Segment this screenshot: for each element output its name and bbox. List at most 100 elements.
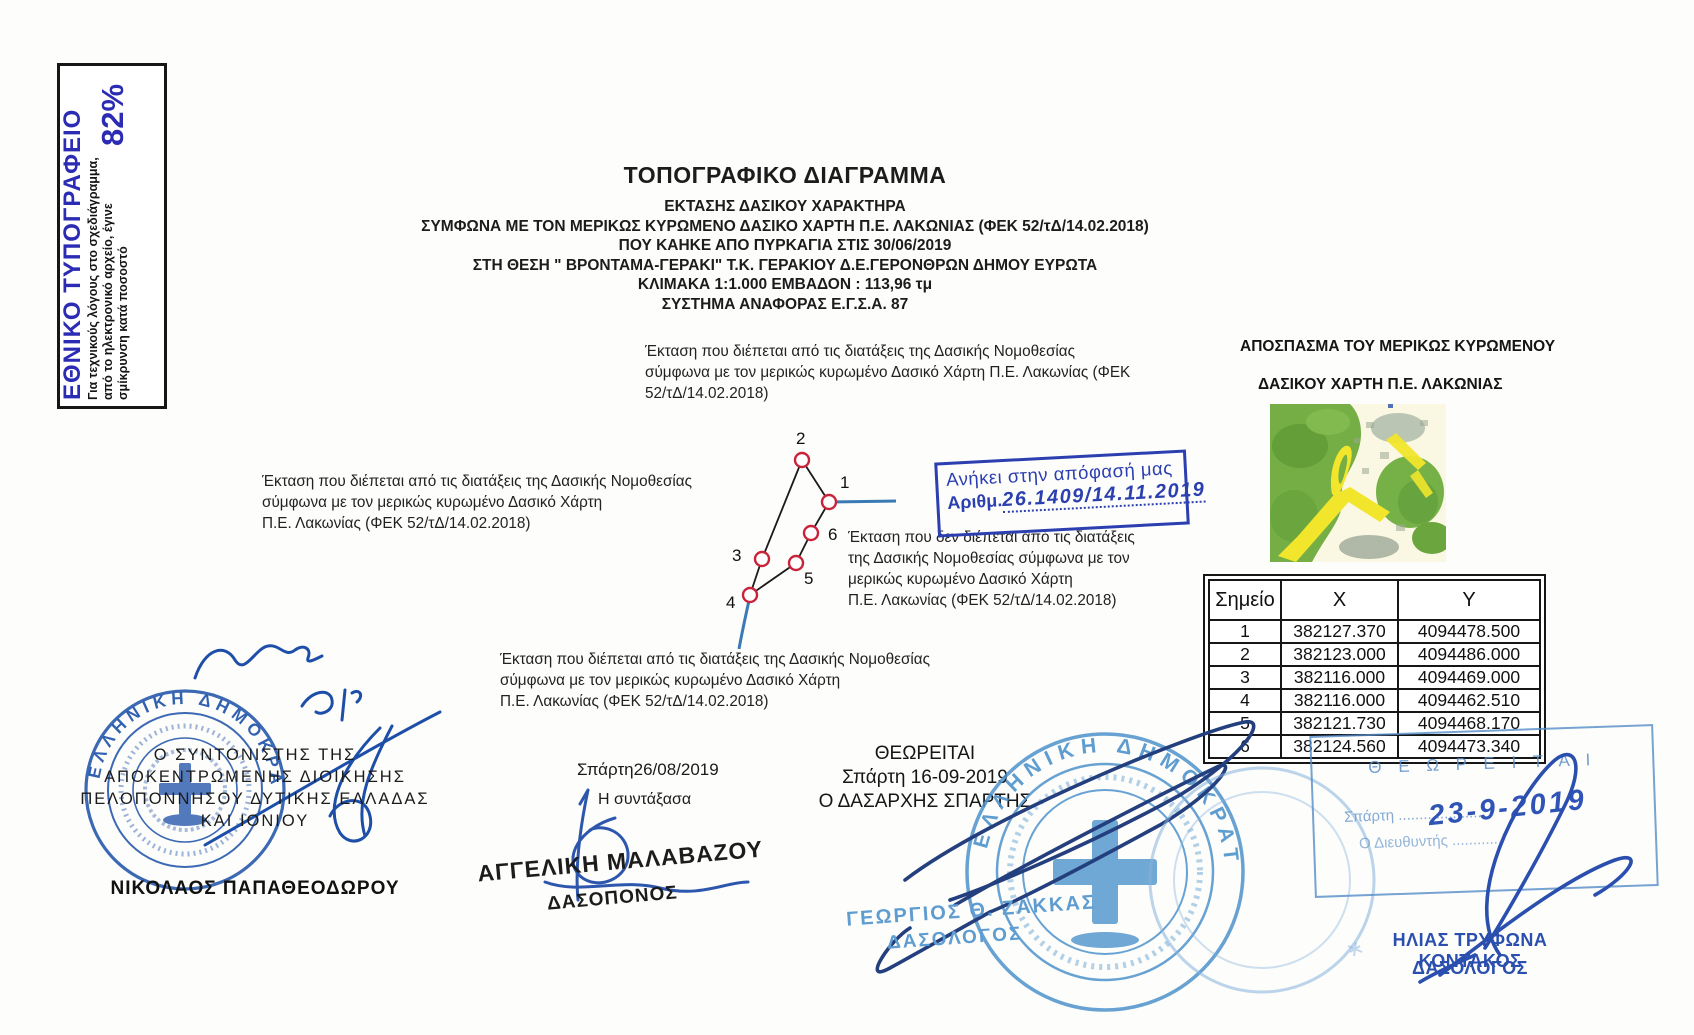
map-settlement-patch-south <box>1339 535 1399 559</box>
cell-x: 382121.730 <box>1280 711 1399 736</box>
annotation-top: Έκταση που διέπεται από τις διατάξεις τη… <box>645 343 1131 402</box>
excerpt-heading-2: ΔΑΣΙΚΟΥ ΧΑΡΤΗ Π.Ε. ΛΑΚΩΝΙΑΣ <box>1258 376 1503 393</box>
compiler-signature <box>543 788 750 902</box>
annotation-right: Έκταση που δεν διέπεται από τις διατάξει… <box>848 529 1135 609</box>
cell-x: 382116.000 <box>1280 688 1399 713</box>
vertex-label-4: 4 <box>726 593 735 612</box>
table-row: 4 382116.000 4094462.510 <box>1208 688 1541 713</box>
map-settlement-patch-north <box>1371 413 1425 443</box>
compiler-role: Η συντάξασα <box>598 791 692 808</box>
table-row: 6 382124.560 4094473.340 <box>1208 734 1541 759</box>
vertex-label-1: 1 <box>840 473 849 492</box>
map-road-yellow-center <box>1336 487 1390 522</box>
col-header-x: X <box>1280 579 1399 621</box>
approval-line-2: Σπάρτη 16-09-2019 <box>842 767 1008 788</box>
parcel-polygon-diagram: 1 2 3 4 5 6 <box>726 429 897 650</box>
vertex-label-2: 2 <box>796 429 805 448</box>
title-block: ΤΟΠΟΓΡΑΦΙΚΟ ΔΙΑΓΡΑΜΜΑ ΕΚΤΑΣΗΣ ΔΑΣΙΚΟΥ ΧΑ… <box>420 162 1150 314</box>
forest-map-excerpt <box>1270 404 1446 562</box>
coordinator-stamp-and-signature: ΕΛΛΗΝΙΚΗ ΔΗΜΟΚΡΑΤΙΑ <box>40 598 442 891</box>
annotation-left: Έκταση που διέπεται από τις διατάξεις τη… <box>262 473 692 532</box>
approver-signature <box>875 720 1256 974</box>
coordinator-titles: Ο ΣΥΝΤΟΝΙΣΤΗΣ ΤΗΣ ΑΠΟΚΕΝΤΡΩΜΕΝΗΣ ΔΙΟΙΚΗΣ… <box>80 746 430 830</box>
map-speckles <box>1354 420 1428 531</box>
map-blue-mark <box>1388 404 1393 408</box>
vertex-label-3: 3 <box>732 546 741 565</box>
approval-text-block: ΘΕΩΡΕΙΤΑΙ Σπάρτη 16-09-2019 Ο ΔΑΣΑΡΧΗΣ Σ… <box>790 742 1060 814</box>
map-forest-shade <box>1272 424 1328 468</box>
approval-line-3: Ο ΔΑΣΑΡΧΗΣ ΣΠΑΡΤΗΣ <box>818 791 1032 812</box>
vertex-2-marker <box>793 451 811 469</box>
vertex-labels: 1 2 3 4 5 6 <box>726 429 849 612</box>
document-title: ΤΟΠΟΓΡΑΦΙΚΟ ΔΙΑΓΡΑΜΜΑ <box>623 162 947 188</box>
title-line-7: ΣΥΣΤΗΜΑ ΑΝΑΦΟΡΑΣ Ε.Γ.Σ.Α. 87 <box>661 295 909 313</box>
cell-x: 382127.370 <box>1280 619 1399 644</box>
annotation-bottom: Έκταση που διέπεται από τις διατάξεις τη… <box>500 651 930 710</box>
map-forest-shade <box>1306 409 1350 435</box>
col-header-point: Σημείο <box>1208 579 1282 621</box>
vertex-6-marker <box>802 524 820 542</box>
polygon-outline <box>748 458 831 598</box>
vertex-5-marker <box>787 554 805 572</box>
title-line-5: ΣΤΗ ΘΕΣΗ " ΒΡΟΝΤΑΜΑ-ΓΕΡΑΚΙ" Τ.Κ. ΓΕΡΑΚΙΟ… <box>472 256 1098 274</box>
stamp-asterisk-mark <box>1347 941 1363 957</box>
director-signature <box>1418 752 1633 984</box>
director-name: ΗΛΙΑΣ ΤΡΥΦΩΝΑ ΚΟΝΤΑΚΟΣ <box>1392 930 1548 971</box>
title-line-3: ΣΥΜΦΩΝΑ ΜΕ ΤΟΝ ΜΕΡΙΚΩΣ ΚΥΡΩΜΕΝΟ ΔΑΣΙΚΟ Χ… <box>421 217 1149 235</box>
cell-point: 2 <box>1208 642 1282 667</box>
table-row: 1 382127.370 4094478.500 <box>1208 619 1541 644</box>
table-row: 5 382121.730 4094468.170 <box>1208 711 1541 736</box>
cell-y: 4094478.500 <box>1397 619 1541 644</box>
stamp-emblem <box>159 763 211 826</box>
vertex-4-marker <box>741 586 759 604</box>
map-road-yellow-southwest <box>1278 490 1352 562</box>
approval-line-1: ΘΕΩΡΕΙΤΑΙ <box>874 743 976 764</box>
title-line-6: ΚΛΙΜΑΚΑ 1:1.000 ΕΜΒΑΔΟΝ : 113,96 τμ <box>637 276 933 293</box>
blue-boundary-line-south <box>737 595 752 650</box>
cell-y: 4094486.000 <box>1397 642 1541 667</box>
vertex-label-6: 6 <box>828 525 837 544</box>
cell-y: 4094473.340 <box>1397 734 1541 759</box>
map-forest-shade <box>1412 522 1446 554</box>
table-row: 2 382123.000 4094486.000 <box>1208 642 1541 667</box>
table-header-row: Σημείο X Y <box>1208 579 1541 621</box>
cell-point: 4 <box>1208 688 1282 713</box>
coordinator-name: ΝΙΚΟΛΑΟΣ ΠΑΠΑΘΕΟΔΩΡΟΥ <box>110 878 400 899</box>
coordinator-signature <box>193 644 442 847</box>
forestry-office-stamp-and-signature: ΕΛΛΗΝΙΚΗ ΔΗΜΟΚΡΑΤΙΑ <box>820 700 1256 1012</box>
vertex-label-5: 5 <box>804 569 813 588</box>
cell-x: 382123.000 <box>1280 642 1399 667</box>
cell-y: 4094468.170 <box>1397 711 1541 736</box>
print-office-box: ΕΘΝΙΚΟ ΤΥΠΟΓΡΑΦΕΙΟ Για τεχνικούς λόγους … <box>57 63 167 409</box>
stamp-cross-emblem <box>1053 820 1157 948</box>
print-office-percent: 82% <box>95 83 130 146</box>
print-office-rotated-content: ΕΘΝΙΚΟ ΤΥΠΟΓΡΑΦΕΙΟ Για τεχνικούς λόγους … <box>59 66 158 400</box>
cell-point: 6 <box>1208 734 1282 759</box>
excerpt-heading-1: ΑΠΟΣΠΑΣΜΑ ΤΟΥ ΜΕΡΙΚΩΣ ΚΥΡΩΜΕΝΟΥ <box>1240 338 1556 355</box>
cell-x: 382116.000 <box>1280 665 1399 690</box>
map-sliver-core <box>1338 454 1348 484</box>
cell-point: 1 <box>1208 619 1282 644</box>
vertex-markers <box>741 451 838 604</box>
faint-round-stamp-partial <box>1148 766 1376 994</box>
title-line-2: ΕΚΤΑΣΗΣ ΔΑΣΙΚΟΥ ΧΑΡΑΚΤΗΡΑ <box>664 198 906 215</box>
title-line-4: ΠΟΥ ΚΑΗΚΕ ΑΠΟ ΠΥΡΚΑΓΙΑ ΣΤΙΣ 30/06/2019 <box>618 237 952 254</box>
blue-boundary-line-east <box>829 499 897 504</box>
decision-stamp-number-label: Αριθμ. <box>946 490 1003 514</box>
table-row: 3 382116.000 4094469.000 <box>1208 665 1541 690</box>
map-road-yellow-east <box>1410 470 1433 498</box>
vertex-3-marker <box>753 550 771 568</box>
cell-y: 4094469.000 <box>1397 665 1541 690</box>
cell-y: 4094462.510 <box>1397 688 1541 713</box>
print-office-note: Για τεχνικούς λόγους στο σχεδιάγραμμα, α… <box>86 157 130 400</box>
col-header-y: Y <box>1397 579 1541 621</box>
compiler-date: Σπάρτη26/08/2019 <box>577 760 719 779</box>
round-stamp-hellenic-republic <box>84 689 286 891</box>
map-road-yellow-northeast <box>1386 433 1426 470</box>
vertex-1-marker <box>820 493 838 511</box>
print-office-title: ΕΘΝΙΚΟ ΤΥΠΟΓΡΑΦΕΙΟ <box>59 108 86 400</box>
decision-reference-stamp: Ανήκει στην απόφασή μας Αριθμ.26.1409/14… <box>934 449 1207 538</box>
director-title: ΔΑΣΟΛΟΓΟΣ <box>1412 958 1528 978</box>
cell-point: 3 <box>1208 665 1282 690</box>
